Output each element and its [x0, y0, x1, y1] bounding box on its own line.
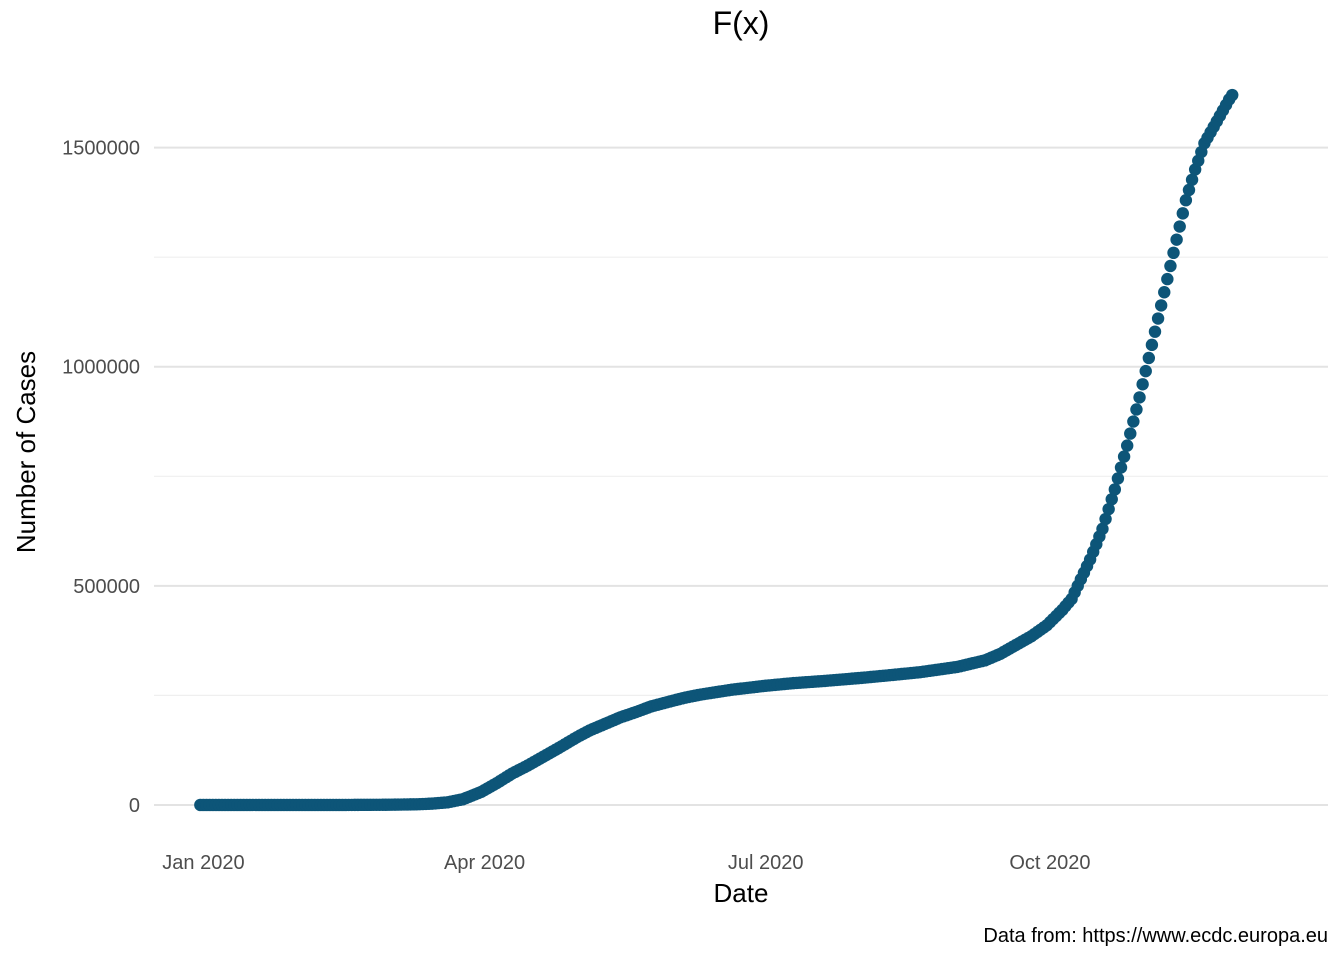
y-tick-label: 1000000 — [62, 357, 140, 379]
data-point — [1148, 325, 1162, 338]
caption: Data from: https://www.ecdc.europa.eu — [983, 925, 1328, 947]
data-point — [1130, 403, 1143, 416]
data-point — [1102, 502, 1115, 516]
y-axis-ticks: 0 500000 1000000 1500000 — [62, 138, 140, 817]
data-point — [1127, 415, 1140, 428]
x-tick-label: Jan 2020 — [162, 852, 244, 874]
data-point — [1158, 286, 1171, 299]
data-point — [1108, 483, 1122, 496]
x-tick-label: Oct 2020 — [1009, 852, 1090, 874]
data-point — [1164, 259, 1177, 273]
x-axis-ticks: Jan 2020 Apr 2020 Jul 2020 Oct 2020 — [162, 852, 1090, 874]
data-point — [1096, 522, 1109, 536]
data-point — [1120, 439, 1134, 452]
grid — [154, 146, 1328, 806]
data-point — [1173, 220, 1186, 233]
y-tick-label: 0 — [129, 795, 140, 817]
data-point — [1117, 450, 1131, 463]
data-point — [1099, 512, 1112, 526]
data-point — [1167, 246, 1180, 260]
data-point — [1226, 88, 1239, 102]
data-point — [1136, 378, 1149, 391]
data-point — [1114, 461, 1128, 474]
data-point — [1145, 338, 1159, 352]
x-axis-title: Date — [714, 878, 769, 908]
x-tick-label: Jul 2020 — [728, 852, 804, 874]
data-point — [1185, 173, 1199, 186]
data-point — [1111, 472, 1125, 485]
data-point — [1176, 207, 1189, 220]
data-point — [1179, 194, 1193, 207]
data-point — [1182, 183, 1196, 197]
y-axis-title: Number of Cases — [11, 351, 41, 553]
data-point — [1105, 493, 1118, 506]
y-tick-label: 1500000 — [62, 138, 140, 160]
data-point — [1139, 364, 1152, 378]
x-tick-label: Apr 2020 — [444, 852, 525, 874]
data-point — [1124, 427, 1137, 440]
data-points — [194, 88, 1239, 812]
chart-title: F(x) — [713, 5, 770, 41]
data-point — [1151, 312, 1165, 325]
data-point — [1161, 272, 1174, 286]
data-point — [1142, 351, 1156, 365]
y-tick-label: 500000 — [73, 576, 140, 598]
data-point — [1133, 391, 1146, 404]
data-point — [1154, 299, 1168, 312]
data-point — [1170, 233, 1183, 246]
